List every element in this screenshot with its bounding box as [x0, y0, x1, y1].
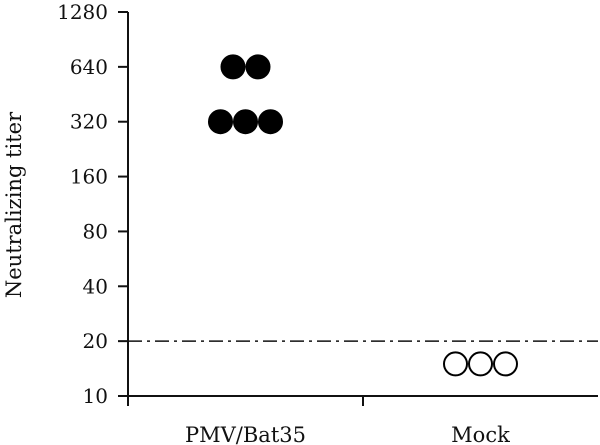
data-point-filled [220, 54, 246, 80]
x-category-label: PMV/Bat35 [185, 423, 306, 445]
y-axis-title: Neutralizing titer [2, 111, 26, 298]
y-tick-label: 1280 [57, 0, 108, 24]
data-point-filled [233, 109, 258, 135]
data-points [208, 54, 518, 377]
data-point-open [468, 351, 493, 377]
x-category-label: Mock [451, 423, 510, 445]
data-point-filled [245, 54, 271, 80]
y-tick-label: 160 [70, 165, 108, 189]
y-axis-ticks: 1280 640 320 160 80 40 20 10 [57, 0, 128, 408]
y-tick-label: 640 [70, 55, 108, 79]
y-tick-label: 20 [83, 329, 108, 353]
y-tick-label: 10 [83, 384, 108, 408]
data-point-filled [258, 109, 283, 135]
data-point-open [493, 351, 518, 377]
y-tick-label: 320 [70, 110, 108, 134]
data-point-open [443, 351, 468, 377]
x-axis-ticks: PMV/Bat35 Mock [185, 396, 510, 445]
y-tick-label: 80 [83, 219, 108, 243]
data-point-filled [208, 109, 233, 135]
y-tick-label: 40 [83, 274, 108, 298]
